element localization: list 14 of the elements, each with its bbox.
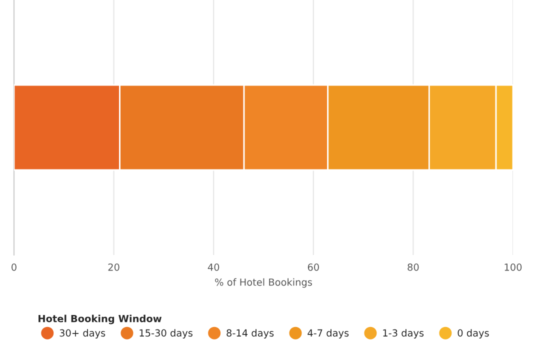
legend-title: Hotel Booking Window [38, 314, 162, 324]
x-tick-label: 100 [504, 264, 522, 271]
legend-label: 15-30 days [140, 329, 192, 339]
x-axis-title: % of Hotel Bookings [215, 278, 312, 288]
x-tick-label: 80 [408, 264, 419, 271]
legend-label: 30+ days [60, 329, 106, 339]
x-tick-label: 20 [108, 264, 120, 271]
legend-label: 0 days [458, 329, 489, 339]
x-tick-label: 40 [208, 264, 220, 271]
x-tick-label: 60 [308, 264, 319, 271]
x-tick-label: 0 [12, 264, 16, 271]
legend-label: 4-7 days [308, 329, 349, 339]
legend-label: 8-14 days [226, 329, 274, 339]
legend-label: 1-3 days [383, 329, 424, 339]
